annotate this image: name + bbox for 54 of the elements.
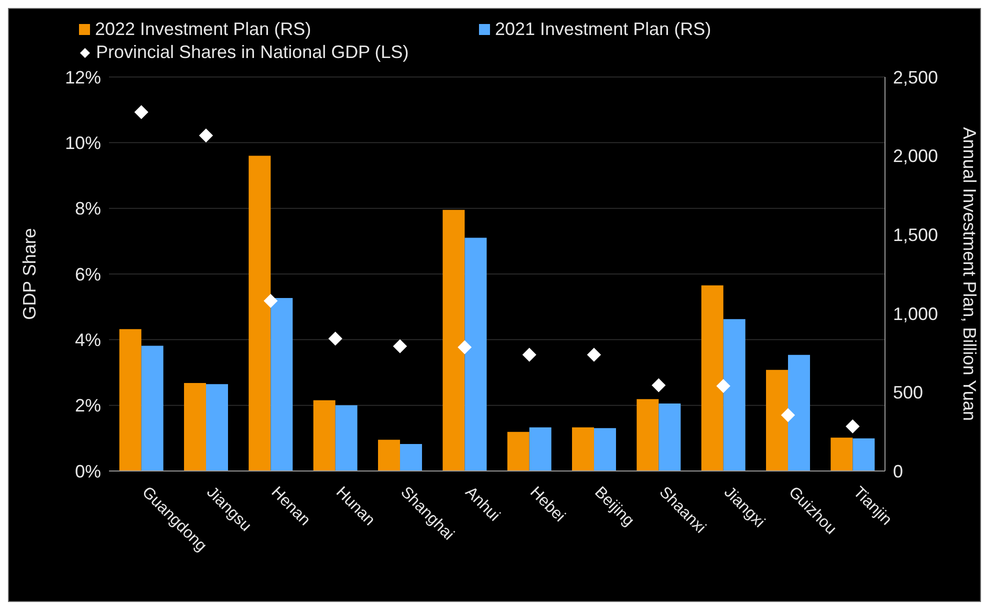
y2-tick-label: 1,000 (893, 304, 938, 324)
bar (636, 399, 659, 471)
bar (335, 405, 358, 471)
bar (701, 285, 724, 471)
point (652, 378, 666, 392)
bar (507, 432, 530, 471)
bar (442, 210, 465, 471)
y-tick-label: 8% (74, 198, 101, 219)
point (328, 332, 342, 346)
point (522, 348, 536, 362)
bar (184, 383, 206, 471)
y2-axis-title: Annual Investment Plan, Billion Yuan (960, 127, 980, 421)
y2-tick-label: 1,500 (893, 224, 938, 245)
bar (119, 329, 142, 471)
point (199, 128, 213, 142)
point (264, 294, 278, 308)
bar (141, 346, 164, 471)
bar (378, 440, 400, 471)
legend-label: Provincial Shares in National GDP (LS) (96, 42, 409, 63)
y-tick-label: 4% (74, 330, 101, 350)
bar (658, 404, 681, 471)
y2-tick-label: 0 (893, 461, 904, 482)
y2-tick-label: 2,000 (893, 146, 938, 166)
legend-label: 2021 Investment Plan (RS) (495, 19, 712, 40)
bar (270, 298, 293, 471)
bar (248, 156, 271, 471)
bar (594, 428, 616, 471)
point (716, 378, 730, 393)
y-tick-label: 2% (74, 396, 101, 416)
point (846, 419, 860, 434)
point (134, 105, 148, 120)
y-tick-label: 0% (74, 461, 101, 482)
legend-label: 2022 Investment Plan (RS) (95, 19, 312, 40)
bar (572, 427, 594, 471)
bar (313, 400, 336, 471)
y2-tick-label: 2,500 (893, 67, 938, 88)
y2-tick-label: 500 (893, 382, 924, 403)
y-tick-label: 12% (64, 67, 101, 88)
y-tick-label: 10% (64, 133, 101, 154)
bar (723, 319, 746, 471)
point (587, 348, 601, 362)
point (458, 340, 472, 354)
bar (206, 384, 228, 471)
y-axis-title: GDP Share (19, 228, 40, 320)
bar (400, 444, 422, 471)
bar (766, 370, 788, 471)
y-tick-label: 6% (74, 264, 101, 284)
bar (830, 438, 853, 471)
bar (788, 354, 810, 471)
bar (852, 438, 875, 471)
bar (529, 427, 552, 471)
point (393, 339, 407, 354)
point (781, 408, 795, 422)
bar (464, 238, 487, 471)
